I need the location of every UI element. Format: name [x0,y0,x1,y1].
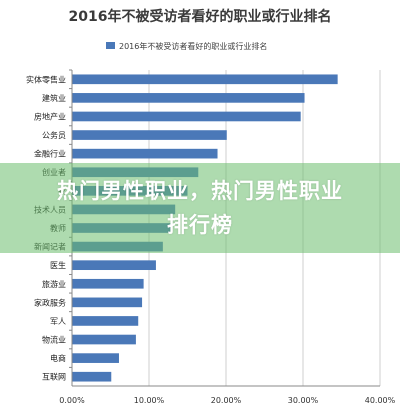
category-label: 旅游业 [42,279,66,289]
bar [72,316,139,326]
category-label: 家政服务 [34,297,66,307]
category-label: 互联网 [42,373,66,382]
category-label: 医生 [50,260,66,270]
bar [72,297,143,308]
bar [72,278,144,289]
x-tick-label: 20.00% [211,396,242,405]
bar [72,74,338,85]
category-label: 房地产业 [34,111,66,121]
category-label: 军人 [50,317,66,326]
headline-banner: 热门男性职业，热门男性职业排行榜 [0,163,400,253]
headline-text: 热门男性职业，热门男性职业排行榜 [57,179,343,237]
x-tick-label: 10.00% [134,396,165,405]
category-label: 金融行业 [34,149,66,159]
bar [72,148,218,159]
bar [72,111,301,122]
bar [72,334,136,345]
x-tick-labels: 0.00% 10.00% 20.00% 30.00% 40.00% [59,396,395,405]
category-label: 物流业 [42,335,66,345]
category-label: 实体零售业 [26,74,66,84]
legend-label: 2016年不被受访者看好的职业或行业排名 [119,41,267,51]
bar [72,260,156,271]
bar [72,353,119,363]
bar [72,130,227,140]
bar [72,371,112,382]
category-label: 电商 [50,353,66,363]
category-label: 公务员 [42,130,66,140]
chart-title: 2016年不被受访者看好的职业或行业排名 [69,8,332,25]
x-tick-label: 30.00% [288,396,319,405]
legend-swatch [106,42,115,49]
x-tick-label: 0.00% [59,396,85,405]
bar [72,93,305,103]
category-label: 建筑业 [42,93,66,103]
x-tick-label: 40.00% [365,396,396,405]
